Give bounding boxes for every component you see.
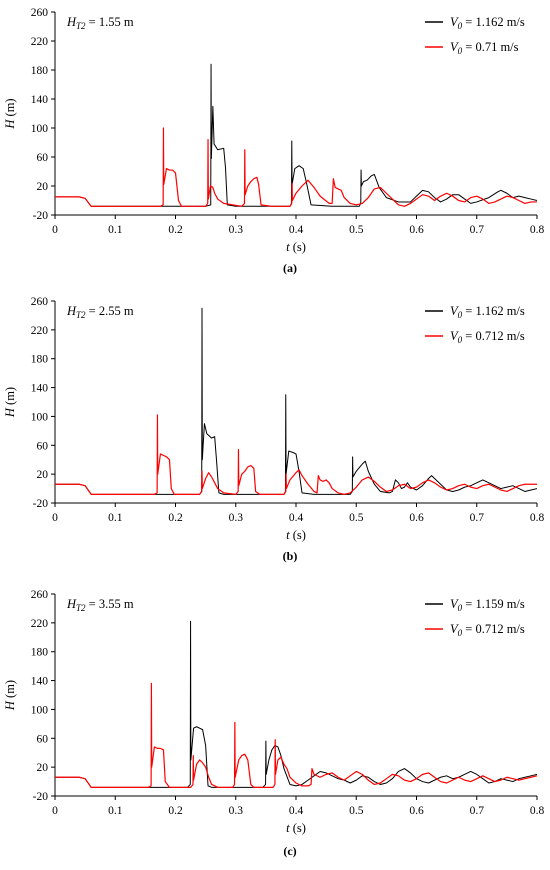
y-tick-label: 100 (31, 704, 49, 716)
chart-panel-3: -20 20 60 100 140 180 220 260 0 0.1 0.2 0.3 0.4 0.5 0.… (3, 589, 544, 858)
legend-label-1: V0 = 1.162 m/s (450, 304, 525, 320)
series-line-2 (55, 127, 537, 207)
x-tick-label: 0.8 (530, 224, 545, 236)
x-axis-title: t (s) (286, 821, 306, 835)
x-tick-label: 0.6 (409, 224, 424, 236)
x-axis-title: t (s) (286, 240, 306, 254)
y-tick-label: 20 (37, 469, 49, 481)
y-tick-label: 260 (31, 589, 49, 601)
y-tick-label: 260 (31, 296, 49, 308)
legend-label-1: V0 = 1.159 m/s (450, 597, 525, 613)
x-tick-label: 0.1 (108, 512, 123, 524)
x-tick-label: 0.7 (470, 805, 485, 817)
x-tick-label: 0.3 (229, 805, 244, 817)
y-tick-label: 100 (31, 411, 49, 423)
x-tick-label: 0.3 (229, 224, 244, 236)
y-tick-label: 20 (37, 181, 49, 193)
y-tick-label: 140 (31, 676, 49, 688)
x-tick-label: 0 (52, 512, 58, 524)
panel-label: (a) (283, 261, 297, 275)
series-line-1 (55, 620, 537, 788)
y-tick-label: 20 (37, 762, 49, 774)
x-tick-label: 0.1 (108, 805, 123, 817)
series-line-1 (55, 307, 537, 495)
legend-label-2: V0 = 0.712 m/s (450, 622, 525, 638)
y-tick-label: 220 (31, 618, 49, 630)
x-axis-title: t (s) (286, 528, 306, 542)
legend-label-2: V0 = 0.712 m/s (450, 329, 525, 345)
x-tick-label: 0.4 (289, 512, 304, 524)
y-tick-label: 220 (31, 36, 49, 48)
y-tick-label: 60 (37, 440, 49, 452)
x-tick-label: 0.8 (530, 805, 545, 817)
x-tick-label: 0.4 (289, 805, 304, 817)
x-tick-label: 0.3 (229, 512, 244, 524)
y-axis-title: H (m) (3, 387, 17, 418)
legend-label-1: V0 = 1.162 m/s (450, 15, 525, 31)
x-tick-label: 0.2 (168, 512, 183, 524)
x-tick-label: 0.2 (168, 805, 183, 817)
y-tick-label: 140 (31, 94, 49, 106)
y-axis-title: H (m) (3, 680, 17, 711)
x-tick-label: 0.5 (349, 512, 364, 524)
y-tick-label: 180 (31, 65, 49, 77)
x-tick-label: 0.4 (289, 224, 304, 236)
series-line-1 (55, 63, 537, 207)
y-tick-label: 140 (31, 383, 49, 395)
y-tick-label: 180 (31, 647, 49, 659)
y-tick-label: -20 (33, 791, 49, 803)
x-tick-label: 0.8 (530, 512, 545, 524)
y-axis-title: H (m) (3, 98, 17, 129)
annotation-text: HT2 = 2.55 m (66, 304, 134, 320)
annotation-text: HT2 = 1.55 m (66, 15, 134, 31)
y-tick-label: 180 (31, 354, 49, 366)
panel-label: (c) (283, 844, 296, 858)
x-tick-label: 0.7 (470, 224, 485, 236)
y-tick-label: -20 (33, 498, 49, 510)
series-line-2 (55, 414, 537, 495)
x-tick-label: 0.2 (168, 224, 183, 236)
x-tick-label: 0.7 (470, 512, 485, 524)
chart-panel-2: -20 20 60 100 140 180 220 260 0 0.1 0.2 0.3 0.4 0.5 0.… (3, 296, 544, 563)
x-tick-label: 0.6 (409, 512, 424, 524)
x-tick-label: 0 (52, 224, 58, 236)
legend-label-2: V0 = 0.71 m/s (450, 40, 519, 56)
x-tick-label: 0.5 (349, 805, 364, 817)
chart-panel-1: -20 20 60 100 140 180 220 260 0 0.1 0.2 0.3 0.4 0.5 0.… (3, 7, 544, 275)
y-tick-label: 60 (37, 733, 49, 745)
y-tick-label: 60 (37, 152, 49, 164)
y-tick-label: 220 (31, 325, 49, 337)
y-tick-label: -20 (33, 210, 49, 222)
annotation-text: HT2 = 3.55 m (66, 597, 134, 613)
x-tick-label: 0.1 (108, 224, 123, 236)
x-tick-label: 0 (52, 805, 58, 817)
panel-label: (b) (283, 549, 298, 563)
y-tick-label: 100 (31, 123, 49, 135)
y-tick-label: 260 (31, 7, 49, 19)
x-tick-label: 0.5 (349, 224, 364, 236)
x-tick-label: 0.6 (409, 805, 424, 817)
series-line-2 (55, 682, 537, 788)
